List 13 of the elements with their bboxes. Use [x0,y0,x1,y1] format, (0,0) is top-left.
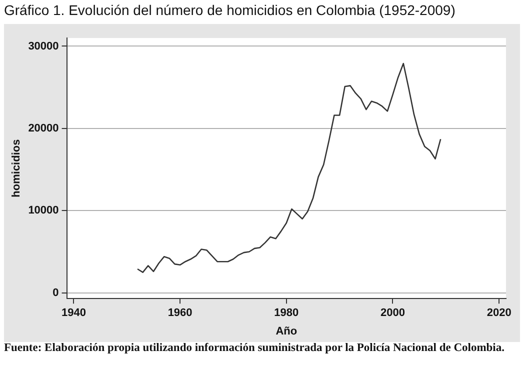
x-tick-label: 1980 [274,307,299,320]
y-tick-label: 20000 [28,122,59,134]
source-note: Fuente: Elaboración propia utilizando información suministrada por la Policía Nacional de Colombia. [4,342,506,355]
y-axis-title: homicidios [10,139,23,198]
x-tick-label: 1940 [61,307,86,320]
chart-title: Gráfico 1. Evolución del número de homicidios en Colombia (1952-2009) [4,2,456,18]
x-axis-title: Año [276,325,298,338]
y-tick-label: 0 [52,286,59,299]
x-tick-label: 2020 [486,307,512,320]
y-tick-label: 10000 [28,204,59,217]
x-tick-label: 1960 [168,307,192,320]
x-tick-label: 2000 [380,307,405,320]
y-tick-label: 30000 [28,40,59,52]
